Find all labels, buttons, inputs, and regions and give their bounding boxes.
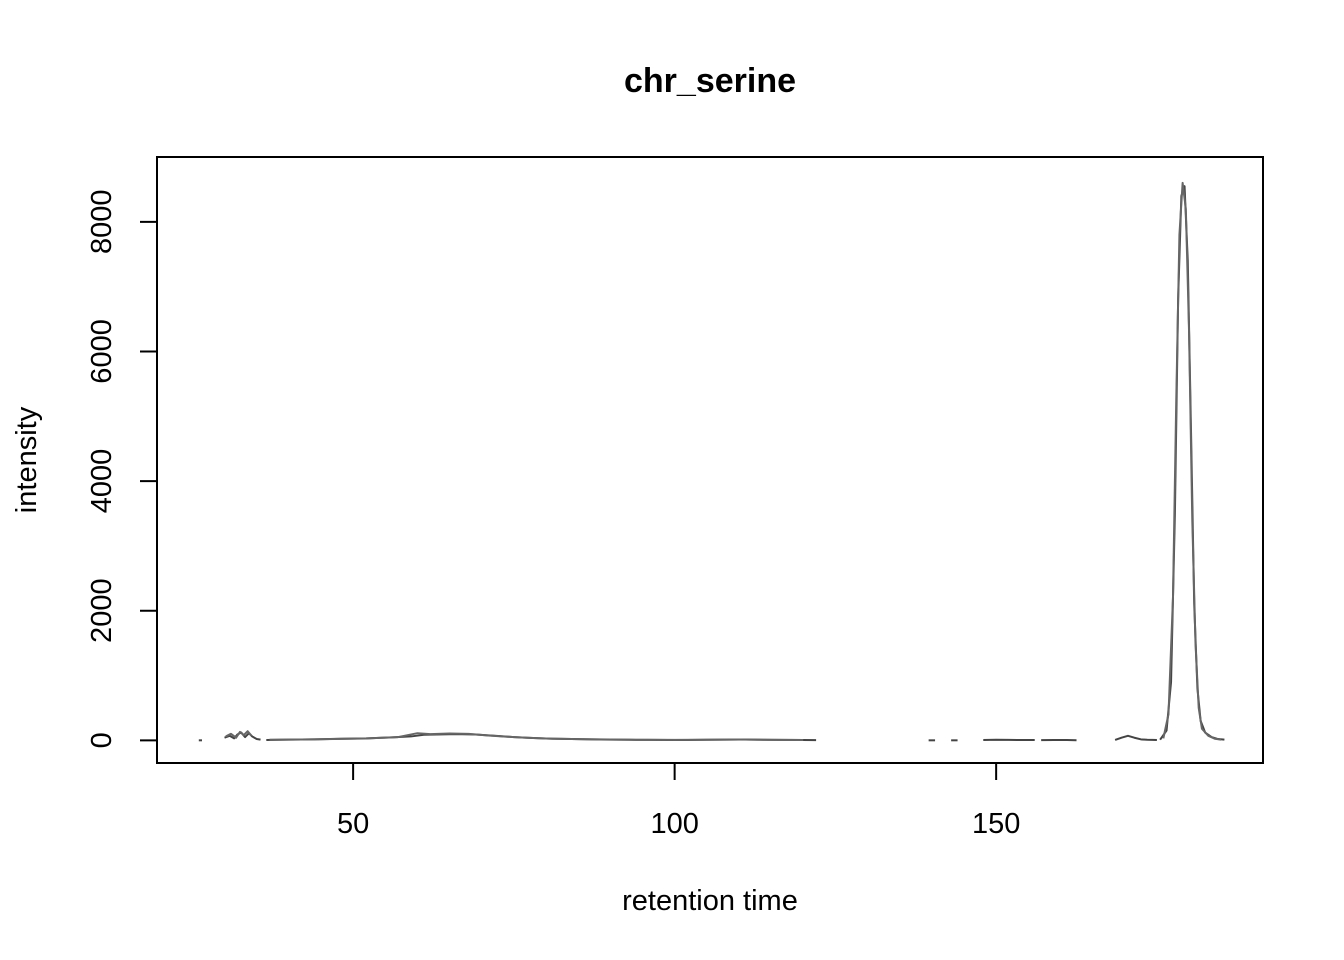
series-2-line-segment bbox=[269, 732, 804, 742]
y-axis: 0 2000 4000 6000 8000 bbox=[86, 190, 158, 748]
x-tick-label: 150 bbox=[972, 808, 1020, 840]
plot-frame bbox=[156, 156, 1264, 764]
series-layer bbox=[198, 181, 1225, 742]
x-tick-label: 50 bbox=[337, 808, 369, 840]
series-2-line-segment bbox=[1162, 181, 1222, 741]
y-tick-label: 0 bbox=[86, 732, 118, 748]
y-tick-label: 4000 bbox=[86, 449, 118, 514]
y-tick-label: 6000 bbox=[86, 319, 118, 384]
x-tick-label: 100 bbox=[650, 808, 698, 840]
y-tick-label: 8000 bbox=[86, 190, 118, 255]
series-1-line-segment bbox=[1114, 734, 1157, 741]
y-tick-label: 2000 bbox=[86, 578, 118, 643]
y-axis-label: intensity bbox=[11, 406, 43, 513]
series-2-line-segment bbox=[225, 730, 253, 739]
chart-title: chr_serine bbox=[624, 62, 796, 100]
x-axis-label: retention time bbox=[622, 885, 798, 917]
x-axis: 50 100 150 bbox=[337, 762, 1020, 840]
